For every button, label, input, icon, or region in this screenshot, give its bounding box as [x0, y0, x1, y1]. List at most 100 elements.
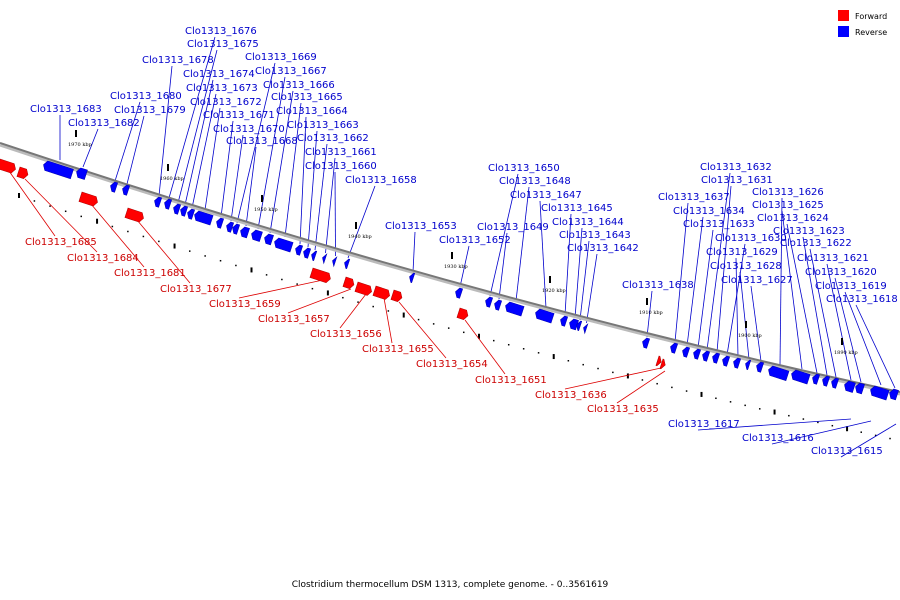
- reverse-gene-Clo1313_1625[interactable]: [790, 369, 811, 385]
- gene-label-Clo1313_1663[interactable]: Clo1313_1663: [287, 120, 359, 131]
- gene-label-Clo1313_1679[interactable]: Clo1313_1679: [114, 105, 186, 116]
- reverse-gene-Clo1313_1661[interactable]: [321, 253, 328, 265]
- reverse-gene-Clo1313_1665[interactable]: [273, 237, 294, 253]
- reverse-gene-Clo1313_1674[interactable]: [179, 205, 189, 217]
- reverse-gene-Clo1313_1624[interactable]: [811, 373, 821, 385]
- gene-label-Clo1313_1658[interactable]: Clo1313_1658: [345, 175, 417, 186]
- forward-gene-Clo1313_1656[interactable]: [354, 281, 373, 296]
- gene-label-Clo1313_1661[interactable]: Clo1313_1661: [305, 147, 377, 158]
- gene-label-Clo1313_1685[interactable]: Clo1313_1685: [25, 237, 97, 248]
- gene-label-Clo1313_1671[interactable]: Clo1313_1671: [203, 110, 275, 121]
- forward-gene-Clo1313_1681[interactable]: [78, 191, 99, 207]
- gene-label-Clo1313_1628[interactable]: Clo1313_1628: [710, 261, 782, 272]
- reverse-gene-Clo1313_1660[interactable]: [331, 256, 338, 268]
- gene-label-Clo1313_1672[interactable]: Clo1313_1672: [190, 97, 262, 108]
- gene-label-Clo1313_1630[interactable]: Clo1313_1630: [715, 233, 787, 244]
- gene-label-Clo1313_1648[interactable]: Clo1313_1648: [499, 176, 571, 187]
- gene-label-Clo1313_1627[interactable]: Clo1313_1627: [721, 275, 793, 286]
- reverse-gene-Clo1313_1634[interactable]: [681, 346, 691, 358]
- reverse-gene-Clo1313_1682[interactable]: [75, 167, 88, 180]
- reverse-gene-Clo1313_1621[interactable]: [843, 380, 856, 393]
- reverse-gene-Clo1313_1627[interactable]: [755, 361, 765, 373]
- gene-label-Clo1313_1623[interactable]: Clo1313_1623: [773, 226, 845, 237]
- forward-gene-Clo1313_1657[interactable]: [342, 276, 356, 290]
- gene-label-Clo1313_1681[interactable]: Clo1313_1681: [114, 268, 186, 279]
- gene-label-Clo1313_1683[interactable]: Clo1313_1683: [30, 104, 102, 115]
- reverse-gene-Clo1313_1675[interactable]: [172, 203, 182, 215]
- reverse-gene-Clo1313_1667[interactable]: [250, 229, 263, 242]
- gene-label-Clo1313_1673[interactable]: Clo1313_1673: [186, 83, 258, 94]
- gene-label-Clo1313_1668[interactable]: Clo1313_1668: [226, 136, 298, 147]
- gene-label-Clo1313_1680[interactable]: Clo1313_1680: [110, 91, 182, 102]
- gene-label-Clo1313_1662[interactable]: Clo1313_1662: [297, 133, 369, 144]
- reverse-gene-Clo1313_1679[interactable]: [121, 184, 131, 196]
- gene-label-Clo1313_1655[interactable]: Clo1313_1655: [362, 344, 434, 355]
- gene-label-Clo1313_1644[interactable]: Clo1313_1644: [552, 217, 624, 228]
- gene-label-Clo1313_1643[interactable]: Clo1313_1643: [559, 230, 631, 241]
- reverse-gene-Clo1313_1678[interactable]: [153, 196, 163, 208]
- reverse-gene-Clo1313_1671[interactable]: [215, 217, 225, 229]
- gene-label-Clo1313_1652[interactable]: Clo1313_1652: [439, 235, 511, 246]
- reverse-gene-Clo1313_1676[interactable]: [163, 198, 173, 210]
- reverse-gene-Clo1313_1642[interactable]: [582, 323, 589, 335]
- reverse-gene-Clo1313_1673[interactable]: [186, 208, 196, 220]
- gene-label-Clo1313_1621[interactable]: Clo1313_1621: [797, 253, 869, 264]
- reverse-gene-Clo1313_1632[interactable]: [701, 350, 711, 362]
- gene-label-Clo1313_1642[interactable]: Clo1313_1642: [567, 243, 639, 254]
- gene-label-Clo1313_1647[interactable]: Clo1313_1647: [510, 190, 582, 201]
- forward-gene-Clo1313_1677[interactable]: [124, 207, 145, 223]
- gene-label-Clo1313_1682[interactable]: Clo1313_1682: [68, 118, 140, 129]
- reverse-gene-Clo1313_1647[interactable]: [534, 308, 555, 324]
- forward-gene-Clo1313_1654[interactable]: [390, 289, 404, 303]
- reverse-gene-Clo1313_1680[interactable]: [109, 181, 119, 193]
- gene-label-Clo1313_1615[interactable]: Clo1313_1615: [811, 446, 883, 457]
- gene-label-Clo1313_1650[interactable]: Clo1313_1650: [488, 163, 560, 174]
- gene-label-Clo1313_1618[interactable]: Clo1313_1618: [826, 294, 898, 305]
- reverse-gene-Clo1313_1669[interactable]: [231, 223, 241, 235]
- gene-label-Clo1313_1670[interactable]: Clo1313_1670: [213, 124, 285, 135]
- reverse-gene-Clo1313_1643[interactable]: [575, 320, 583, 332]
- reverse-gene-Clo1313_1628[interactable]: [744, 359, 752, 371]
- gene-label-Clo1313_1669[interactable]: Clo1313_1669: [245, 52, 317, 63]
- gene-label-Clo1313_1638[interactable]: Clo1313_1638: [622, 280, 694, 291]
- gene-label-Clo1313_1674[interactable]: Clo1313_1674: [183, 69, 255, 80]
- gene-label-Clo1313_1684[interactable]: Clo1313_1684: [67, 253, 139, 264]
- gene-label-Clo1313_1637[interactable]: Clo1313_1637: [658, 192, 730, 203]
- reverse-gene-Clo1313_1663[interactable]: [302, 247, 312, 259]
- gene-label-Clo1313_1651[interactable]: Clo1313_1651: [475, 375, 547, 386]
- reverse-gene-Clo1313_1668[interactable]: [239, 226, 250, 239]
- forward-gene-Clo1313_1684[interactable]: [16, 166, 30, 180]
- forward-gene-Clo1313_1655[interactable]: [372, 285, 391, 300]
- reverse-gene-Clo1313_1650[interactable]: [484, 296, 494, 308]
- gene-label-Clo1313_1626[interactable]: Clo1313_1626: [752, 187, 824, 198]
- reverse-gene-Clo1313_1670[interactable]: [225, 221, 235, 233]
- gene-label-Clo1313_1675[interactable]: Clo1313_1675: [187, 39, 259, 50]
- gene-label-Clo1313_1666[interactable]: Clo1313_1666: [263, 80, 335, 91]
- reverse-gene-Clo1313_1631[interactable]: [711, 352, 721, 364]
- forward-gene-Clo1313_1659[interactable]: [309, 267, 332, 284]
- reverse-gene-Clo1313_1658[interactable]: [343, 258, 351, 270]
- gene-label-Clo1313_1653[interactable]: Clo1313_1653: [385, 221, 457, 232]
- reverse-gene-Clo1313_1662[interactable]: [310, 250, 318, 262]
- gene-label-Clo1313_1636[interactable]: Clo1313_1636: [535, 390, 607, 401]
- reverse-gene-Clo1313_1630[interactable]: [721, 355, 731, 367]
- reverse-gene-Clo1313_1622[interactable]: [830, 377, 840, 389]
- forward-gene-Clo1313_1651[interactable]: [456, 307, 470, 321]
- gene-label-Clo1313_1622[interactable]: Clo1313_1622: [780, 238, 852, 249]
- reverse-gene-Clo1313_1645[interactable]: [559, 315, 569, 327]
- reverse-gene-Clo1313_1648[interactable]: [504, 301, 525, 317]
- reverse-gene-Clo1313_1653[interactable]: [408, 272, 416, 284]
- reverse-gene-Clo1313_1672[interactable]: [193, 210, 214, 226]
- gene-label-Clo1313_1635[interactable]: Clo1313_1635: [587, 404, 659, 415]
- reverse-gene-Clo1313_1618[interactable]: [888, 388, 899, 401]
- gene-label-Clo1313_1665[interactable]: Clo1313_1665: [271, 92, 343, 103]
- gene-label-Clo1313_1659[interactable]: Clo1313_1659: [209, 299, 281, 310]
- reverse-gene-Clo1313_1664[interactable]: [294, 244, 304, 256]
- gene-label-Clo1313_1657[interactable]: Clo1313_1657: [258, 314, 330, 325]
- gene-label-Clo1313_1634[interactable]: Clo1313_1634: [673, 206, 745, 217]
- reverse-gene-Clo1313_1683[interactable]: [42, 160, 74, 180]
- gene-label-Clo1313_1660[interactable]: Clo1313_1660: [305, 161, 377, 172]
- reverse-gene-Clo1313_1652[interactable]: [454, 287, 464, 299]
- gene-label-Clo1313_1617[interactable]: Clo1313_1617: [668, 419, 740, 430]
- gene-label-Clo1313_1619[interactable]: Clo1313_1619: [815, 281, 887, 292]
